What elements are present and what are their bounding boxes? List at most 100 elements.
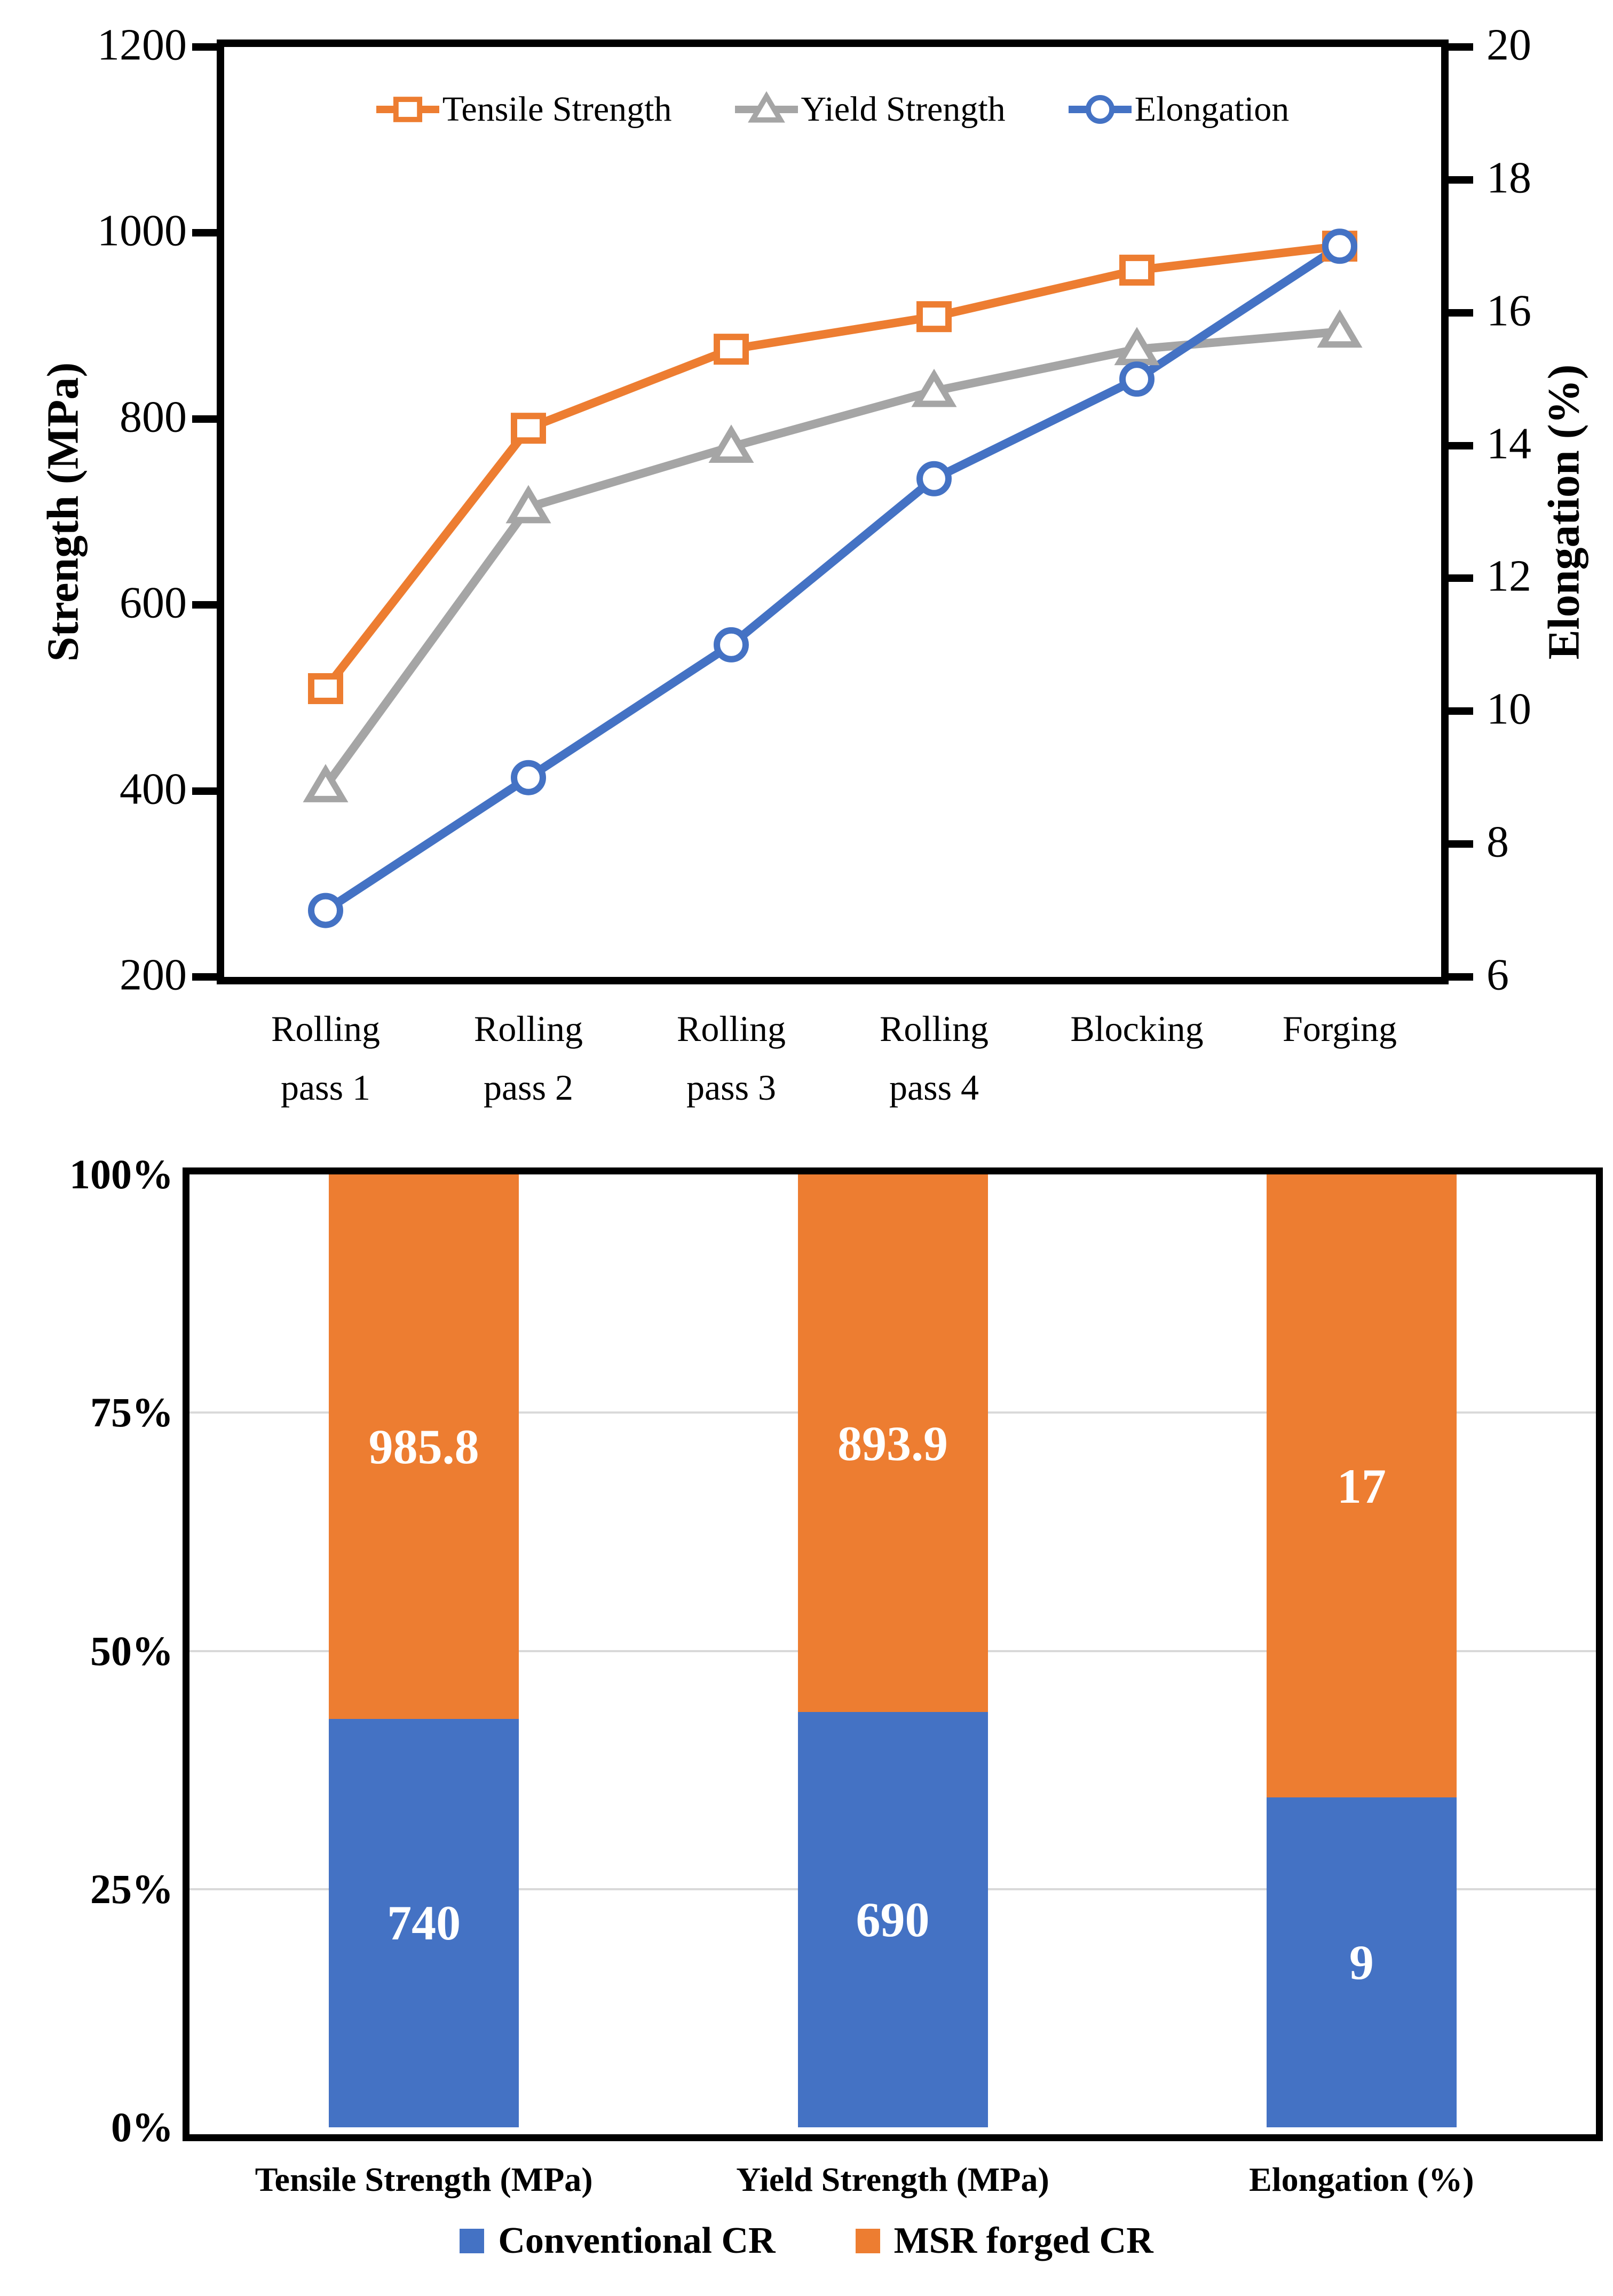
line-chart-legend: Tensile Strength Yield Strength Elongation [224, 80, 1441, 139]
circle-marker [1085, 94, 1114, 124]
legend-circle-marker-icon [1068, 94, 1132, 124]
legend-item-conventional-cr: Conventional CR [460, 2220, 776, 2262]
bar-value-label: 690 [856, 1892, 930, 1947]
line-chart-canvas [303, 228, 1363, 928]
circle-marker [308, 893, 343, 928]
square-marker [511, 413, 546, 444]
bar-category-label: Yield Strength (MPa) [736, 2160, 1049, 2198]
right-axis-tick [1449, 176, 1473, 184]
right-axis-tick [1449, 309, 1473, 317]
square-marker [714, 334, 749, 365]
right-axis-tick [1449, 707, 1473, 715]
square-marker [308, 673, 343, 704]
series-line-elongation [323, 242, 1342, 914]
series-line-yield-strength [322, 327, 1340, 789]
circle-marker [714, 627, 749, 662]
right-axis-tick [1449, 43, 1473, 51]
circle-marker [511, 760, 546, 795]
left-axis-tick [192, 229, 217, 237]
square-marker [1119, 255, 1155, 286]
right-axis-tick [1449, 973, 1473, 981]
triangle-marker [505, 485, 551, 524]
legend-label: Yield Strength [801, 90, 1006, 129]
left-axis-tick [192, 601, 217, 609]
line-chart-plot-frame [217, 40, 1449, 984]
right-axis-tick-label: 10 [1487, 684, 1531, 734]
bar-y-tick-label: 25% [90, 1865, 173, 1912]
x-category-label: Blocking [1025, 999, 1249, 1058]
legend-swatch-icon [460, 2229, 485, 2253]
left-axis-tick-label: 200 [120, 950, 187, 1000]
right-axis-tick-label: 16 [1487, 286, 1531, 336]
legend-triangle-marker-icon [734, 91, 798, 123]
legend-item-tensile-strength: Tensile Strength [376, 89, 672, 130]
triangle-marker [708, 424, 754, 463]
legend-label: Tensile Strength [442, 90, 672, 129]
bar-category-label: Elongation (%) [1249, 2160, 1474, 2198]
left-axis-tick-label: 600 [120, 578, 187, 628]
x-category-label-line: pass 3 [686, 1067, 777, 1108]
bar-segment-conventional-cr [797, 1712, 988, 2127]
x-category-label-line: Rolling [879, 1008, 989, 1049]
circle-marker [916, 461, 952, 496]
bar-segment-conventional-cr [329, 1718, 519, 2127]
triangle-marker [1317, 309, 1363, 348]
bar-value-label: 985.8 [368, 1419, 479, 1474]
left-axis-tick [192, 415, 217, 423]
legend-square-marker-icon [376, 97, 439, 122]
bar-value-label: 893.9 [837, 1416, 948, 1471]
x-category-label: Rolling pass 3 [619, 999, 843, 1117]
left-axis-tick-label: 400 [120, 764, 187, 814]
left-axis-tick [192, 43, 217, 51]
triangle-marker [747, 91, 785, 123]
left-axis-tick [192, 787, 217, 795]
bar-y-tick-label: 50% [90, 1627, 173, 1674]
triangle-marker [303, 764, 349, 802]
circle-marker [1322, 228, 1357, 264]
x-category-label-line: Forging [1282, 1008, 1397, 1049]
bar-y-tick-label: 75% [90, 1389, 173, 1436]
left-axis-title: Strength (MPa) [38, 362, 88, 662]
right-axis-title: Elongation (%) [1539, 364, 1589, 660]
right-axis-tick-label: 8 [1487, 817, 1509, 867]
bar-category-label: Tensile Strength (MPa) [255, 2160, 593, 2198]
bar-chart-legend: Conventional CR MSR forged CR [0, 2220, 1613, 2262]
legend-swatch-icon [855, 2229, 880, 2253]
legend-item-elongation: Elongation [1068, 89, 1289, 130]
bar-segment-msr-forged-cr [329, 1174, 519, 1719]
square-marker [916, 301, 952, 333]
x-category-label-line: Rolling [473, 1008, 583, 1049]
right-axis-tick-label: 14 [1487, 419, 1531, 469]
x-category-label: Forging [1228, 999, 1452, 1058]
right-axis-tick-label: 20 [1487, 20, 1531, 70]
left-axis-tick-label: 1200 [97, 20, 187, 70]
x-category-label-line: pass 4 [889, 1067, 979, 1108]
right-axis-tick [1449, 574, 1473, 582]
x-category-label-line: Rolling [676, 1008, 786, 1049]
triangle-marker [1114, 327, 1160, 366]
legend-item-yield-strength: Yield Strength [734, 89, 1006, 130]
x-category-label-line: Blocking [1070, 1008, 1204, 1049]
x-category-label: Rolling pass 2 [416, 999, 641, 1117]
legend-label: MSR forged CR [894, 2220, 1153, 2261]
circle-marker [1119, 361, 1155, 397]
bar-segment-msr-forged-cr [797, 1174, 988, 1713]
bar-y-tick-label: 100% [69, 1151, 173, 1197]
bar-value-label: 740 [387, 1896, 461, 1951]
x-category-label-line: pass 1 [280, 1067, 371, 1108]
x-category-label: Rolling pass 1 [214, 999, 438, 1117]
square-marker [393, 97, 422, 122]
left-axis-tick-label: 800 [120, 392, 187, 442]
triangle-marker [911, 368, 957, 407]
right-axis-tick-label: 6 [1487, 950, 1509, 1000]
right-axis-tick-label: 12 [1487, 551, 1531, 602]
bar-segment-conventional-cr [1266, 1797, 1457, 2127]
bar-value-label: 9 [1349, 1935, 1374, 1990]
series-line-tensile-strength [322, 242, 1340, 691]
right-axis-tick-label: 18 [1487, 153, 1531, 203]
right-axis-tick [1449, 441, 1473, 449]
left-axis-tick [192, 973, 217, 981]
legend-item-msr-forged-cr: MSR forged CR [855, 2220, 1153, 2262]
x-category-label-line: Rolling [271, 1008, 381, 1049]
